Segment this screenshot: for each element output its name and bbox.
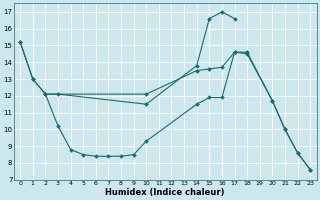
X-axis label: Humidex (Indice chaleur): Humidex (Indice chaleur) <box>106 188 225 197</box>
